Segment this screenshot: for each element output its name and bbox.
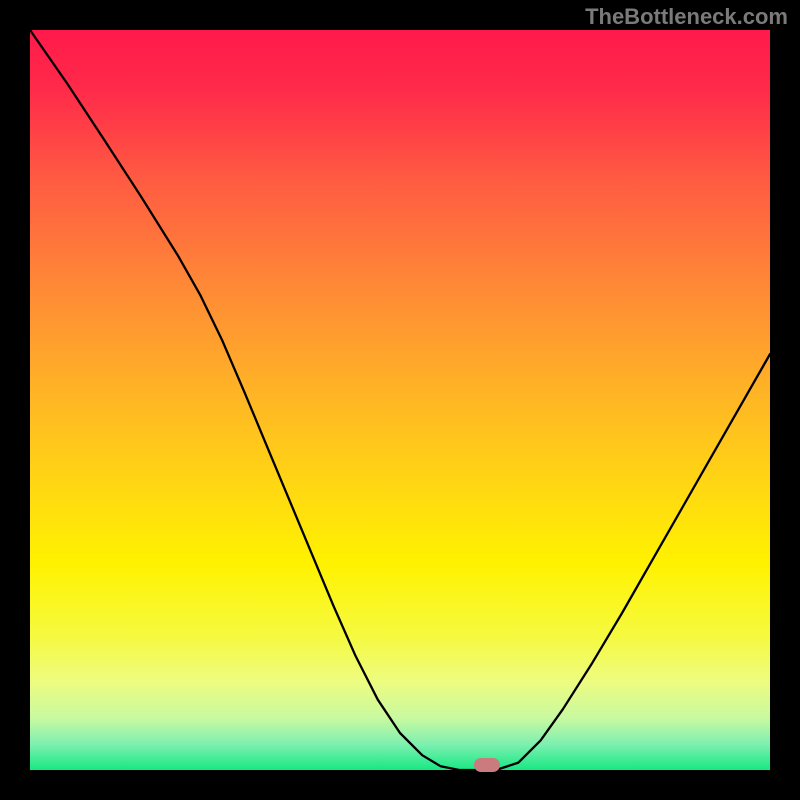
optimum-marker [474, 758, 500, 772]
chart-container: { "watermark": { "text": "TheBottleneck.… [0, 0, 800, 800]
plot-area [30, 30, 770, 770]
bottleneck-curve [30, 30, 770, 770]
watermark-text: TheBottleneck.com [585, 4, 788, 30]
